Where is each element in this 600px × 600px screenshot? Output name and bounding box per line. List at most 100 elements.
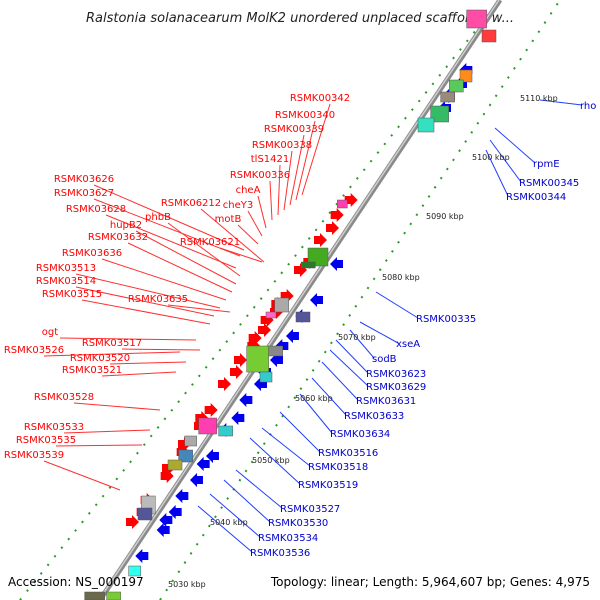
forward-gene-arrow[interactable] xyxy=(230,365,243,379)
forward-gene-label[interactable]: RSMK06212 xyxy=(161,198,221,209)
forward-gene-label[interactable]: RSMK00342 xyxy=(290,93,350,104)
gene-block[interactable] xyxy=(178,449,193,463)
forward-gene-label[interactable]: RSMK03515 xyxy=(42,289,102,300)
forward-gene-label[interactable]: hupB2 xyxy=(110,220,142,231)
forward-gene-label[interactable]: RSMK03528 xyxy=(34,392,94,403)
gene-block[interactable] xyxy=(430,105,449,123)
forward-gene-arrow[interactable] xyxy=(344,193,358,207)
reverse-gene-label[interactable]: RSMK03629 xyxy=(366,382,426,393)
forward-gene-arrow[interactable] xyxy=(326,221,339,235)
gene-block[interactable] xyxy=(307,247,329,267)
gene-block[interactable] xyxy=(184,435,197,447)
forward-gene-label[interactable]: phbB xyxy=(145,212,171,223)
gene-block[interactable] xyxy=(137,507,153,521)
forward-gene-arrow[interactable] xyxy=(260,313,274,327)
forward-gene-arrow[interactable] xyxy=(234,353,247,367)
reverse-gene-arrow[interactable] xyxy=(168,505,182,519)
reverse-gene-label[interactable]: RSMK03516 xyxy=(318,448,378,459)
forward-gene-label[interactable]: cheY3 xyxy=(223,200,253,211)
gene-block[interactable] xyxy=(268,345,283,357)
reverse-gene-label[interactable]: RSMK03631 xyxy=(356,396,416,407)
forward-gene-arrow[interactable] xyxy=(258,323,271,337)
forward-gene-arrow[interactable] xyxy=(204,403,218,417)
reverse-gene-arrow[interactable] xyxy=(231,411,245,425)
forward-gene-label[interactable]: RSMK00338 xyxy=(252,140,312,151)
gene-block[interactable] xyxy=(84,591,105,600)
forward-gene-label[interactable]: RSMK00340 xyxy=(275,110,335,121)
forward-gene-label[interactable]: RSMK03635 xyxy=(128,294,188,305)
reverse-gene-label[interactable]: RSMK03634 xyxy=(330,429,390,440)
gene-block[interactable] xyxy=(259,371,273,383)
reverse-gene-label[interactable]: sodB xyxy=(372,354,397,365)
reverse-gene-label[interactable]: rho xyxy=(580,101,596,112)
reverse-gene-arrow[interactable] xyxy=(330,257,343,271)
forward-gene-label[interactable]: RSMK03517 xyxy=(82,338,142,349)
reverse-gene-arrow[interactable] xyxy=(206,449,219,463)
forward-gene-label[interactable]: RSMK03539 xyxy=(4,450,64,461)
forward-gene-label[interactable]: RSMK03628 xyxy=(66,204,126,215)
gene-block[interactable] xyxy=(246,345,269,373)
forward-gene-arrow[interactable] xyxy=(294,263,307,277)
forward-gene-label[interactable]: RSMK03513 xyxy=(36,263,96,274)
reverse-gene-label[interactable]: RSMK00335 xyxy=(416,314,476,325)
forward-gene-label[interactable]: cheA xyxy=(236,185,261,196)
reverse-gene-arrow[interactable] xyxy=(310,293,323,307)
reverse-gene-label[interactable]: RSMK03518 xyxy=(308,462,368,473)
gene-block[interactable] xyxy=(274,297,289,313)
forward-gene-arrow[interactable] xyxy=(330,208,344,222)
reverse-gene-label[interactable]: RSMK03530 xyxy=(268,518,328,529)
reverse-gene-label[interactable]: xseA xyxy=(396,339,420,350)
reverse-gene-arrow[interactable] xyxy=(270,353,283,367)
forward-gene-arrow[interactable] xyxy=(248,331,262,345)
gene-block[interactable] xyxy=(265,311,277,319)
forward-gene-label[interactable]: RSMK03535 xyxy=(16,435,76,446)
forward-gene-arrow[interactable] xyxy=(314,233,327,247)
reverse-gene-arrow[interactable] xyxy=(196,457,210,471)
forward-gene-label[interactable]: ogt xyxy=(42,327,58,338)
reverse-gene-label[interactable]: RSMK03623 xyxy=(366,369,426,380)
reverse-gene-label[interactable]: RSMK03527 xyxy=(280,504,340,515)
forward-gene-label[interactable]: RSMK03533 xyxy=(24,422,84,433)
forward-gene-label[interactable]: motB xyxy=(215,214,242,225)
gene-block[interactable] xyxy=(295,311,311,323)
reverse-gene-label[interactable]: rpmE xyxy=(533,159,560,170)
reverse-gene-arrow[interactable] xyxy=(159,513,173,527)
gene-block[interactable] xyxy=(466,9,487,29)
gene-block[interactable] xyxy=(337,199,348,209)
forward-gene-label[interactable]: tlS1421 xyxy=(251,154,290,165)
forward-gene-label[interactable]: RSMK03636 xyxy=(62,248,122,259)
gene-block[interactable] xyxy=(440,91,455,103)
forward-gene-label[interactable]: RSMK03626 xyxy=(54,174,114,185)
forward-gene-label[interactable]: RSMK03514 xyxy=(36,276,96,287)
reverse-gene-label[interactable]: RSMK03534 xyxy=(258,533,318,544)
gene-block[interactable] xyxy=(218,425,233,437)
reverse-gene-arrow[interactable] xyxy=(135,549,149,563)
reverse-gene-arrow[interactable] xyxy=(156,523,170,537)
reverse-gene-arrow[interactable] xyxy=(190,473,203,487)
reverse-gene-label[interactable]: RSMK03633 xyxy=(344,411,404,422)
gene-block[interactable] xyxy=(417,117,435,133)
forward-gene-label[interactable]: RSMK03627 xyxy=(54,188,114,199)
forward-gene-label[interactable]: RSMK03521 xyxy=(62,365,122,376)
gene-block[interactable] xyxy=(481,29,497,43)
forward-gene-label[interactable]: RSMK03621 xyxy=(180,237,240,248)
reverse-gene-label[interactable]: RSMK03536 xyxy=(250,548,310,559)
forward-gene-arrow[interactable] xyxy=(218,377,231,391)
reverse-gene-arrow[interactable] xyxy=(239,393,253,407)
forward-gene-label[interactable]: RSMK03526 xyxy=(4,345,64,356)
forward-gene-label[interactable]: RSMK00339 xyxy=(264,124,324,135)
gene-block[interactable] xyxy=(459,69,473,83)
gene-block[interactable] xyxy=(198,417,217,435)
gene-block[interactable] xyxy=(106,591,121,600)
forward-gene-arrow[interactable] xyxy=(126,515,139,529)
reverse-gene-arrow[interactable] xyxy=(286,329,299,343)
forward-gene-label[interactable]: RSMK03520 xyxy=(70,353,130,364)
reverse-gene-label[interactable]: RSMK00344 xyxy=(506,192,566,203)
reverse-gene-arrow[interactable] xyxy=(175,489,189,503)
gene-block[interactable] xyxy=(301,261,316,269)
gene-block[interactable] xyxy=(128,565,141,577)
forward-gene-label[interactable]: RSMK03632 xyxy=(88,232,148,243)
gene-block[interactable] xyxy=(449,79,464,93)
reverse-gene-label[interactable]: RSMK03519 xyxy=(298,480,358,491)
reverse-gene-label[interactable]: RSMK00345 xyxy=(519,178,579,189)
